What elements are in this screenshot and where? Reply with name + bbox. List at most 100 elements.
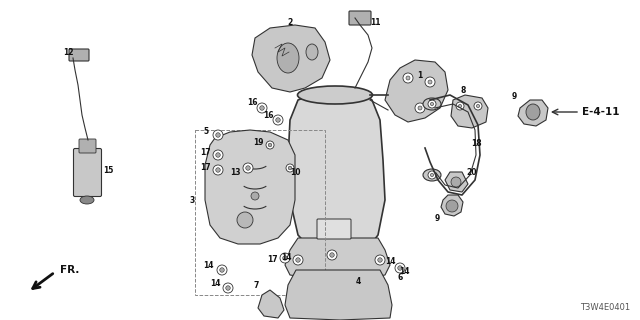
Text: 19: 19	[253, 138, 263, 147]
Text: 7: 7	[253, 282, 259, 291]
Polygon shape	[445, 172, 468, 192]
Circle shape	[395, 263, 405, 273]
Circle shape	[216, 168, 220, 172]
Text: 17: 17	[267, 255, 277, 265]
Circle shape	[251, 192, 259, 200]
Text: T3W4E0401: T3W4E0401	[580, 303, 630, 312]
Circle shape	[268, 143, 272, 147]
Circle shape	[378, 258, 382, 262]
Polygon shape	[252, 25, 330, 92]
Text: 1: 1	[417, 70, 422, 79]
Circle shape	[293, 255, 303, 265]
Ellipse shape	[80, 196, 94, 204]
Polygon shape	[258, 290, 284, 318]
Circle shape	[418, 106, 422, 110]
Text: 8: 8	[460, 85, 466, 94]
Polygon shape	[288, 89, 385, 252]
Circle shape	[276, 118, 280, 122]
Circle shape	[375, 255, 385, 265]
Circle shape	[220, 268, 224, 272]
Circle shape	[283, 256, 287, 260]
FancyBboxPatch shape	[317, 219, 351, 239]
Text: FR.: FR.	[60, 265, 79, 275]
Polygon shape	[285, 270, 392, 320]
Circle shape	[273, 115, 283, 125]
FancyBboxPatch shape	[74, 148, 102, 196]
Text: 9: 9	[435, 213, 440, 222]
Ellipse shape	[423, 98, 441, 110]
Text: 17: 17	[200, 163, 211, 172]
Circle shape	[217, 265, 227, 275]
Circle shape	[451, 177, 461, 187]
Circle shape	[456, 102, 464, 110]
Polygon shape	[285, 238, 390, 279]
Circle shape	[286, 164, 294, 172]
FancyBboxPatch shape	[69, 49, 89, 61]
Circle shape	[223, 283, 233, 293]
Text: 14: 14	[281, 253, 291, 262]
Text: 5: 5	[204, 126, 209, 135]
Text: 11: 11	[370, 18, 380, 27]
Circle shape	[213, 130, 223, 140]
Polygon shape	[451, 95, 488, 128]
Polygon shape	[441, 195, 463, 216]
FancyBboxPatch shape	[349, 11, 371, 25]
Text: 14: 14	[210, 278, 220, 287]
Text: 16: 16	[247, 98, 257, 107]
Circle shape	[428, 80, 432, 84]
Bar	[195, 130, 325, 295]
Circle shape	[446, 200, 458, 212]
Text: 17: 17	[200, 148, 211, 156]
Text: E-4-11: E-4-11	[582, 107, 620, 117]
FancyBboxPatch shape	[79, 139, 96, 153]
Ellipse shape	[423, 169, 441, 181]
Circle shape	[458, 104, 461, 108]
Circle shape	[246, 166, 250, 170]
Text: 15: 15	[103, 165, 113, 174]
Text: 10: 10	[290, 167, 300, 177]
Circle shape	[288, 166, 292, 170]
Circle shape	[213, 165, 223, 175]
Circle shape	[425, 77, 435, 87]
Circle shape	[327, 250, 337, 260]
Circle shape	[280, 253, 290, 263]
Text: 12: 12	[63, 47, 73, 57]
Text: 13: 13	[230, 167, 240, 177]
Polygon shape	[205, 130, 295, 244]
Circle shape	[257, 103, 267, 113]
Text: 2: 2	[287, 18, 292, 27]
Ellipse shape	[306, 44, 318, 60]
Circle shape	[431, 173, 434, 177]
Ellipse shape	[277, 43, 299, 73]
Circle shape	[296, 258, 300, 262]
Circle shape	[415, 103, 425, 113]
Circle shape	[213, 150, 223, 160]
Ellipse shape	[526, 104, 540, 120]
Circle shape	[226, 286, 230, 290]
Circle shape	[474, 102, 482, 110]
Circle shape	[237, 212, 253, 228]
Circle shape	[266, 141, 274, 149]
Circle shape	[403, 73, 413, 83]
Circle shape	[406, 76, 410, 80]
Circle shape	[428, 171, 436, 179]
Ellipse shape	[298, 86, 372, 104]
Polygon shape	[385, 60, 448, 122]
Text: 14: 14	[203, 260, 213, 269]
Polygon shape	[518, 100, 548, 126]
Circle shape	[216, 133, 220, 137]
Text: 14: 14	[399, 268, 409, 276]
Circle shape	[216, 153, 220, 157]
Text: 18: 18	[470, 139, 481, 148]
Text: 16: 16	[263, 110, 273, 119]
Circle shape	[260, 106, 264, 110]
Circle shape	[428, 100, 436, 108]
Circle shape	[330, 253, 334, 257]
Circle shape	[476, 104, 479, 108]
Circle shape	[243, 163, 253, 173]
Text: 4: 4	[355, 277, 360, 286]
Text: 6: 6	[397, 274, 403, 283]
Text: 3: 3	[189, 196, 195, 204]
Text: 9: 9	[511, 92, 516, 100]
Text: 14: 14	[385, 258, 396, 267]
